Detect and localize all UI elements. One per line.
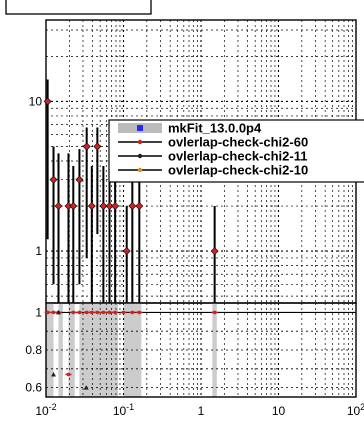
y-tick-label: 10: [29, 94, 43, 108]
data-point: [121, 310, 126, 315]
data-point: [71, 310, 76, 315]
data-point: [77, 310, 82, 315]
x-tick-label: 10: [272, 404, 286, 418]
data-point: [113, 310, 117, 315]
data-point: [69, 202, 78, 211]
data-point: [84, 310, 89, 315]
data-point: [130, 310, 135, 315]
bottom-panel-tick-labels: 0.6 0.8 1 10-2 10-1 1 10 102: [25, 305, 364, 418]
data-point: [56, 309, 62, 315]
data-point: [135, 202, 144, 211]
data-point: [93, 142, 102, 151]
data-point: [49, 175, 58, 184]
y-tick-label: 1: [35, 305, 42, 319]
data-point: [83, 385, 89, 390]
data-point: [107, 310, 112, 315]
legend-label: ovlerlap-check-chi2-11: [168, 149, 307, 164]
legend-label: mkFit_13.0.0p4: [168, 121, 262, 136]
title-box: [5, 0, 152, 15]
x-tick-label: 1: [198, 404, 205, 418]
data-point: [43, 97, 52, 106]
data-point: [122, 247, 131, 256]
data-point: [51, 310, 56, 315]
x-tick-label: 102: [347, 402, 364, 418]
y-tick-label: 1: [35, 244, 42, 258]
legend-label: ovlerlap-check-chi2-10: [168, 163, 308, 178]
legend-marker: [137, 139, 143, 145]
data-point: [51, 371, 57, 377]
data-point: [64, 202, 73, 211]
legend-marker: [137, 167, 143, 173]
ratio-band: [58, 303, 63, 397]
data-point: [212, 310, 217, 315]
top-panel-marks: [43, 79, 219, 303]
legend: mkFit_13.0.0p4ovlerlap-check-chi2-60ovle…: [108, 119, 364, 183]
y-tick-label: 0.8: [25, 343, 42, 357]
legend-marker: [137, 125, 143, 131]
data-point: [87, 202, 96, 211]
data-point: [82, 142, 91, 151]
data-point: [101, 310, 106, 315]
ratio-band: [46, 303, 54, 397]
data-point: [45, 310, 50, 315]
data-point: [54, 202, 63, 211]
data-point: [210, 247, 219, 256]
data-point: [105, 202, 114, 211]
top-panel-tick-labels: 1 10: [29, 94, 43, 258]
data-point: [137, 310, 142, 315]
x-tick-label: 10-2: [35, 402, 56, 418]
data-point: [66, 372, 71, 377]
ratio-band: [212, 303, 217, 397]
data-point: [111, 202, 120, 211]
data-point: [99, 202, 108, 211]
legend-label: ovlerlap-check-chi2-60: [168, 135, 308, 150]
x-tick-label: 10-1: [113, 402, 134, 418]
data-point: [128, 202, 137, 211]
data-point: [90, 310, 94, 315]
bottom-panel-marks: [44, 309, 218, 390]
legend-marker: [137, 153, 143, 159]
data-point: [75, 175, 84, 184]
y-tick-label: 0.6: [25, 381, 42, 395]
bottom-panel-grid: [46, 303, 356, 397]
data-point: [95, 310, 100, 315]
